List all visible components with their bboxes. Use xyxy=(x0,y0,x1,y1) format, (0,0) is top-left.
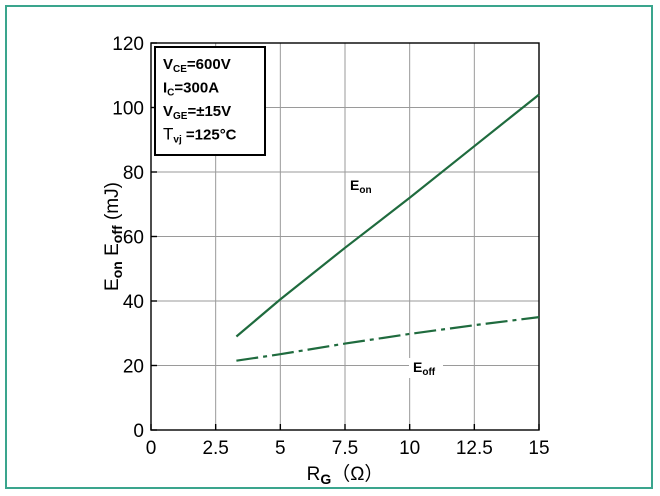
x-tick-label: 5 xyxy=(275,438,286,459)
labels-layer: 0 2.5 5 7.5 10 12.5 15 0 20 40 60 80 100 120 RG（Ω） Eon … xyxy=(102,34,550,487)
y-tick-label: 60 xyxy=(123,228,144,249)
x-axis-title: RG（Ω） xyxy=(307,463,384,487)
condition-tvj: Tvj =125°C xyxy=(163,125,237,146)
conditions-border xyxy=(154,46,266,156)
y-tick-label: 20 xyxy=(123,357,144,378)
y-axis-title: Eon Eoff (mJ) xyxy=(102,182,125,291)
condition-vge: VGE=±15V xyxy=(163,103,231,122)
condition-ic: IC=300A xyxy=(163,80,219,99)
y-tick-label: 40 xyxy=(123,292,144,313)
y-tick-label: 0 xyxy=(133,421,144,442)
x-tick-label: 12.5 xyxy=(456,438,493,459)
y-tick-label: 100 xyxy=(112,99,144,120)
y-tick-label: 120 xyxy=(112,34,144,55)
series-line-eon xyxy=(235,93,540,338)
x-tick-label: 10 xyxy=(399,438,420,459)
y-tick-label: 80 xyxy=(123,163,144,184)
series-label-bg xyxy=(409,358,443,378)
series-label-eoff: Eoff xyxy=(413,359,436,378)
conditions-box: VCE=600V IC=300A VGE=±15V Tvj =125°C xyxy=(154,46,266,156)
series-label-eon: Eon xyxy=(350,177,372,196)
x-tick-label: 7.5 xyxy=(332,438,358,459)
x-tick-label: 0 xyxy=(146,438,157,459)
series-layer xyxy=(235,93,540,362)
chart-frame xyxy=(5,5,653,489)
x-tick-label: 2.5 xyxy=(202,438,228,459)
x-tick-label: 15 xyxy=(528,438,549,459)
series-line-eoff xyxy=(236,316,540,362)
condition-vce: VCE=600V xyxy=(163,56,231,75)
series-label-bg xyxy=(346,176,380,196)
